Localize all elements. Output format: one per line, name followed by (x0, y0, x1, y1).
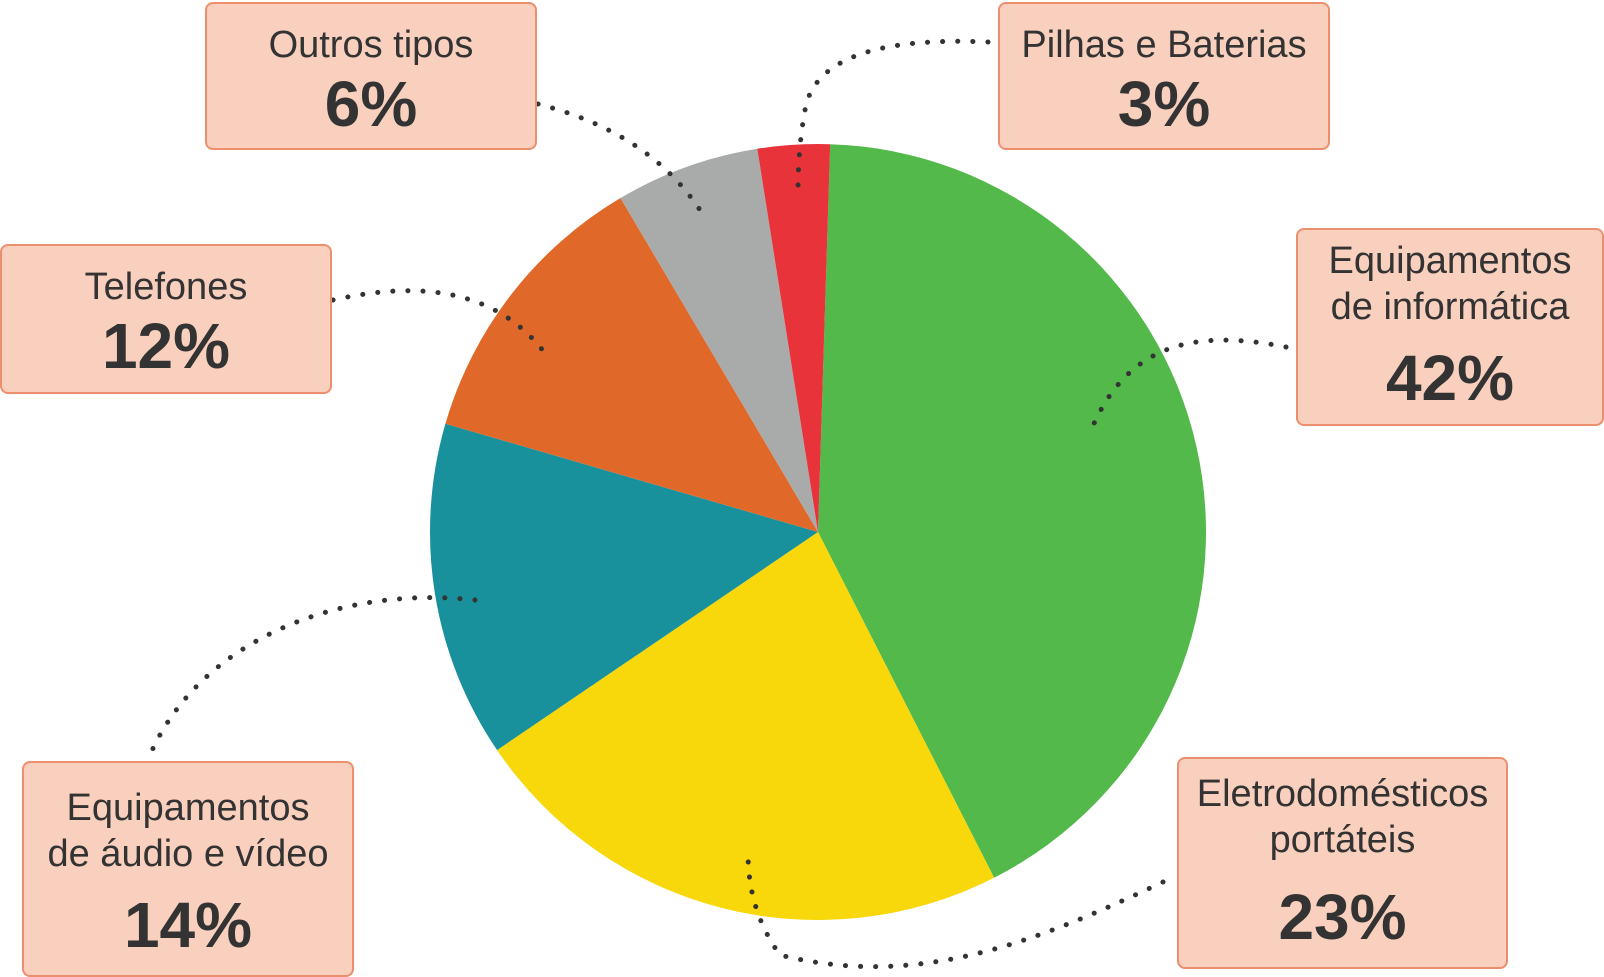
slice-label-name: Equipamentos de áudio e vídeo (47, 787, 329, 875)
slice-label-name: Outros tipos (268, 24, 474, 66)
slice-value-label: 23% (1278, 881, 1407, 953)
slice-value-label: 42% (1385, 342, 1515, 414)
slice-value-label: 3% (1117, 68, 1211, 140)
slice-label-name: Eletrodomésticos portáteis (1196, 773, 1489, 861)
label-telefones: Telefones 12% (0, 244, 332, 394)
label-pilhas-e-baterias: Pilhas e Baterias 3% (998, 2, 1330, 150)
pie-slice-outros-tipos (620, 148, 818, 532)
leader-line-audio (147, 595, 478, 758)
slice-value-label: 14% (123, 889, 253, 961)
label-equipamentos-de-informatica: Equipamentos de informática 42% (1296, 228, 1604, 426)
slice-label-name: Telefones (84, 266, 248, 308)
leader-line-informatica (1089, 337, 1289, 431)
pie-slice-telefones (445, 198, 818, 532)
pie-slice-eletrodomesticos-portateis (497, 532, 995, 921)
slice-value-label: 6% (324, 68, 418, 140)
label-eletrodomesticos-portateis: Eletrodomésticos portáteis 23% (1177, 757, 1508, 969)
slice-value-label: 12% (101, 310, 231, 382)
pie-slice-equipamentos-de-audio-e-video (430, 423, 818, 751)
label-outros-tipos: Outros tipos 6% (205, 2, 537, 150)
slice-label-name: Pilhas e Baterias (1021, 24, 1307, 66)
slice-label-name: Equipamentos de informática (1328, 240, 1572, 328)
label-equipamentos-de-audio-e-video: Equipamentos de áudio e vídeo 14% (22, 761, 354, 977)
pie-slice-pilhas-e-baterias (757, 143, 831, 532)
pie-slice-equipamentos-de-informatica (818, 144, 1207, 878)
